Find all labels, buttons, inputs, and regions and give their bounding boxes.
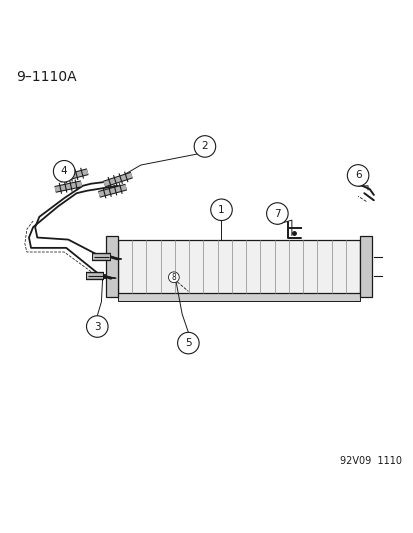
Text: 3: 3 <box>94 321 100 332</box>
Text: 5: 5 <box>185 338 191 348</box>
Circle shape <box>86 316 108 337</box>
Circle shape <box>168 272 179 282</box>
Text: 7: 7 <box>273 208 280 219</box>
Circle shape <box>347 165 368 186</box>
Circle shape <box>194 136 215 157</box>
Polygon shape <box>359 236 371 297</box>
Text: 2: 2 <box>201 141 208 151</box>
Text: 1: 1 <box>218 205 224 215</box>
Text: 8: 8 <box>171 273 176 282</box>
Text: 6: 6 <box>354 171 361 180</box>
Polygon shape <box>118 293 359 301</box>
Text: 9–1110A: 9–1110A <box>17 70 77 84</box>
Circle shape <box>53 160 75 182</box>
Polygon shape <box>106 236 118 297</box>
Polygon shape <box>118 240 359 293</box>
Text: 4: 4 <box>61 166 67 176</box>
Circle shape <box>177 333 199 354</box>
Text: 92V09  1110: 92V09 1110 <box>339 456 401 466</box>
Circle shape <box>266 203 287 224</box>
Circle shape <box>210 199 232 221</box>
